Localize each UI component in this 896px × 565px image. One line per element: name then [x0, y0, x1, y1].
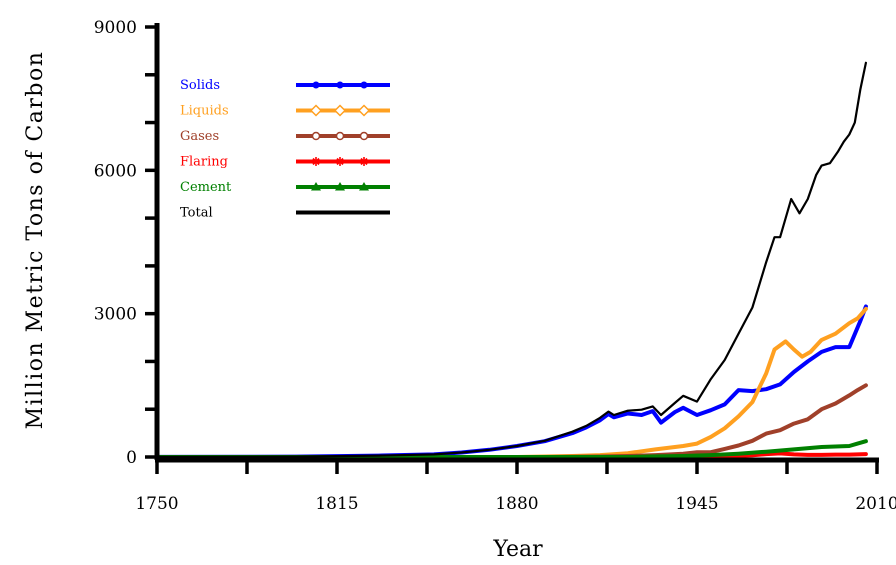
legend-item-liquids: Liquids [180, 104, 390, 119]
legend-marker [311, 182, 321, 191]
x-axis-title: Year [492, 537, 543, 562]
legend-marker [312, 157, 320, 166]
legend-marker [359, 182, 369, 191]
legend-marker [360, 81, 368, 89]
x-tick-label: 2010 [855, 494, 896, 514]
plot-area [155, 61, 868, 459]
legend-item-total: Total [180, 206, 390, 221]
legend-marker [335, 182, 345, 191]
legend-marker [309, 104, 323, 117]
series-line-total [155, 61, 867, 458]
legend-label: Flaring [180, 155, 228, 170]
legend-marker [336, 157, 344, 166]
legend-marker [360, 157, 368, 166]
legend-item-flaring: Flaring [180, 155, 390, 170]
legend-item-cement: Cement [180, 180, 390, 195]
x-tick-label: 1945 [675, 494, 718, 514]
y-tick-label: 6000 [94, 161, 137, 181]
series-line-solids [155, 304, 868, 459]
legend-marker [359, 131, 369, 141]
x-tick-label: 1750 [135, 494, 178, 514]
legend-label: Solids [180, 78, 220, 93]
legend-label: Gases [180, 129, 219, 144]
legend: Solids Liquids Gases Flaring Cement Total [180, 78, 390, 221]
y-tick-label: 3000 [94, 305, 137, 325]
y-axis-title: Million Metric Tons of Carbon [23, 51, 48, 430]
legend-item-gases: Gases [180, 129, 390, 144]
legend-marker [333, 104, 347, 117]
y-tick-label: 0 [126, 448, 137, 468]
legend-marker [335, 131, 345, 141]
series-line-cement [155, 439, 868, 459]
axes: 1750 1815 1880 1945 2010 0 3000 6000 9000 [94, 18, 896, 514]
series-line-liquids [155, 306, 868, 459]
legend-marker [312, 81, 320, 89]
legend-marker [311, 131, 321, 141]
legend-marker [357, 104, 371, 117]
legend-marker [336, 81, 344, 89]
legend-label: Liquids [180, 104, 229, 119]
y-tick-label: 9000 [94, 18, 137, 38]
legend-label: Cement [180, 180, 232, 195]
legend-label: Total [180, 206, 213, 221]
x-tick-label: 1815 [315, 494, 358, 514]
x-tick-label: 1880 [495, 494, 538, 514]
legend-item-solids: Solids [180, 78, 390, 93]
